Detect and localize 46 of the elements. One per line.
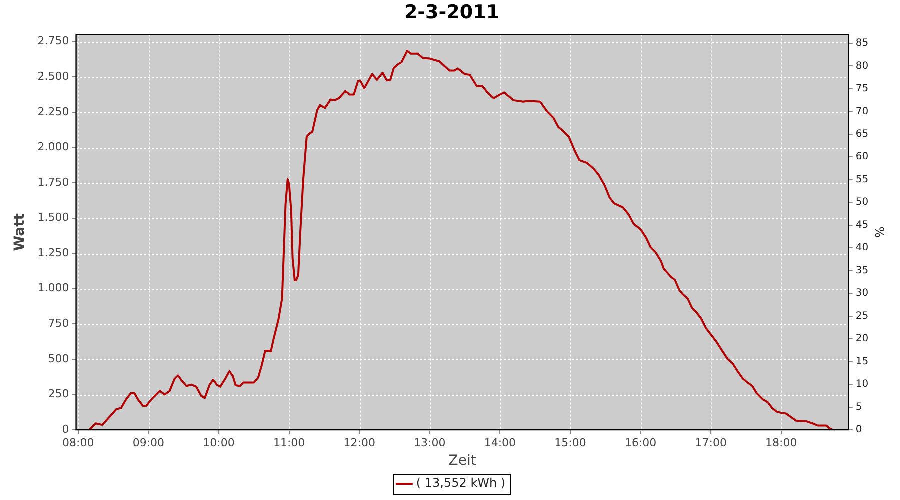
y-tick-label: 2.250 [38, 105, 70, 118]
y2-tick-label: 0 [856, 424, 862, 436]
y2-tick-label: 5 [856, 402, 862, 413]
y2-tick-label: 30 [856, 288, 869, 300]
y-tick-label: 750 [48, 317, 70, 330]
x-tick-label: 11:00 [273, 436, 306, 450]
x-tick-label: 09:00 [132, 436, 165, 450]
y2-tick-label: 55 [856, 174, 869, 186]
chart-title: 2-3-2011 [404, 1, 500, 24]
x-tick-label: 14:00 [484, 436, 516, 450]
y2-tick-label: 60 [856, 152, 869, 163]
x-tick-label: 10:00 [203, 436, 235, 450]
y2-tick-label: 50 [856, 197, 869, 208]
y-tick-label: 2.000 [38, 140, 70, 154]
y2-tick-label: 25 [856, 310, 869, 322]
x-tick-label: 17:00 [695, 436, 727, 450]
y-tick-label: 1.000 [38, 282, 70, 295]
y-tick-label: 1.500 [38, 211, 70, 224]
x-tick-label: 16:00 [624, 436, 657, 450]
x-tick-label: 13:00 [414, 436, 446, 450]
y2-tick-label: 85 [856, 38, 869, 50]
x-tick-label: 15:00 [554, 436, 586, 450]
y2-tick-label: 40 [856, 242, 869, 254]
y2-tick-label: 65 [856, 128, 869, 140]
y2-tick-label: 45 [856, 220, 869, 231]
y2-tick-label: 70 [856, 106, 869, 118]
x-axis-title: Zeit [448, 453, 477, 470]
y2-axis-title: % [872, 226, 887, 238]
x-tick-label: 18:00 [766, 436, 798, 450]
legend-label: ( 13,552 kWh ) [416, 476, 506, 490]
y-tick-label: 1.750 [38, 176, 70, 189]
x-tick-label: 08:00 [62, 436, 94, 450]
y2-tick-label: 80 [856, 60, 869, 72]
y2-tick-label: 20 [856, 334, 869, 345]
y2-tick-label: 10 [856, 379, 869, 390]
y2-tick-label: 75 [856, 84, 869, 95]
y2-tick-label: 35 [856, 265, 869, 276]
y-tick-label: 0 [62, 422, 70, 436]
y-tick-label: 2.750 [38, 34, 70, 48]
y2-tick-label: 15 [856, 356, 869, 368]
y-tick-label: 1.250 [38, 246, 70, 260]
x-tick-label: 12:00 [344, 436, 376, 450]
y-tick-label: 500 [48, 352, 70, 366]
y-axis-title: Watt [12, 213, 28, 252]
y-tick-label: 250 [48, 388, 70, 401]
y-tick-label: 2.500 [38, 70, 70, 83]
